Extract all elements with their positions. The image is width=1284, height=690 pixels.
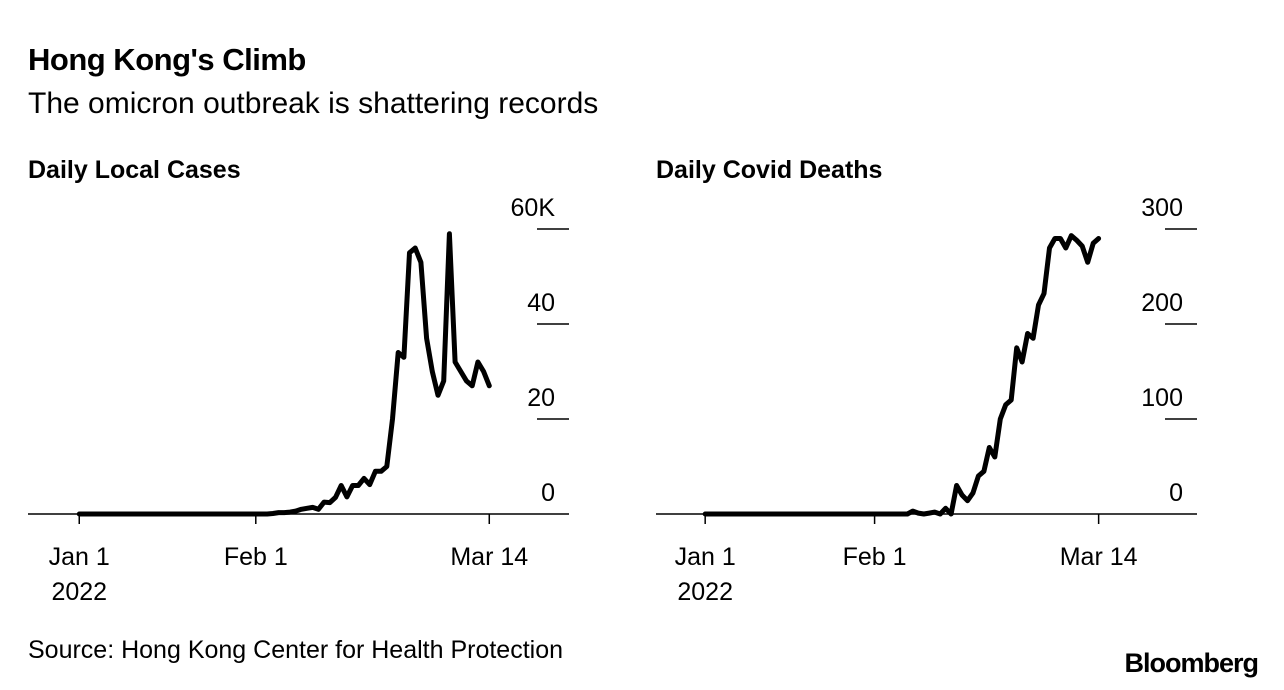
cases-y-tick-label: 40 [527,289,555,317]
cases-x-tick-label: Mar 14 [450,543,528,571]
chart-title: Hong Kong's Climb [28,42,306,77]
deaths-x-tick-label: Jan 1 [675,543,736,571]
deaths-x-tick-label: Feb 1 [843,543,907,571]
cases-y-tick-label: 20 [527,384,555,412]
deaths-y-tick-label: 0 [1169,479,1183,507]
deaths-y-tick-label: 300 [1141,194,1183,222]
cases-y-tick-label: 60K [511,194,556,222]
deaths-y-tick-label: 200 [1141,289,1183,317]
cases-x-tick-label: Jan 1 [49,543,110,571]
chart-subtitle: The omicron outbreak is shattering recor… [28,87,599,120]
deaths-x-tick-label: Mar 14 [1060,543,1138,571]
daily-local-cases-chart: Daily Local Cases 0 20 40 60K Jan 1 2022 Feb 1 M… [0,150,580,610]
daily-local-cases-plot: Daily Local Cases 0 20 40 60K Jan 1 2022 Feb 1 M… [28,156,569,606]
source-note: Source: Hong Kong Center for Health Prot… [28,636,564,664]
cases-x-tick-label: Feb 1 [224,543,288,571]
cases-x-tick-sublabel: 2022 [51,578,107,606]
daily-covid-deaths-chart: Daily Covid Deaths 0 100 200 300 Jan 1 2022 Feb… [628,150,1208,610]
deaths-y-tick-label: 100 [1141,384,1183,412]
cases-y-tick-label: 0 [541,479,555,507]
deaths-panel-title: Daily Covid Deaths [656,156,882,184]
deaths-series-line [702,233,1102,517]
bloomberg-logo: Bloomberg [1124,648,1259,678]
daily-covid-deaths-plot: Daily Covid Deaths 0 100 200 300 Jan 1 2022 Feb… [656,156,1197,606]
cases-series-line [76,231,492,517]
deaths-x-tick-sublabel: 2022 [677,578,733,606]
cases-panel-title: Daily Local Cases [28,156,241,184]
